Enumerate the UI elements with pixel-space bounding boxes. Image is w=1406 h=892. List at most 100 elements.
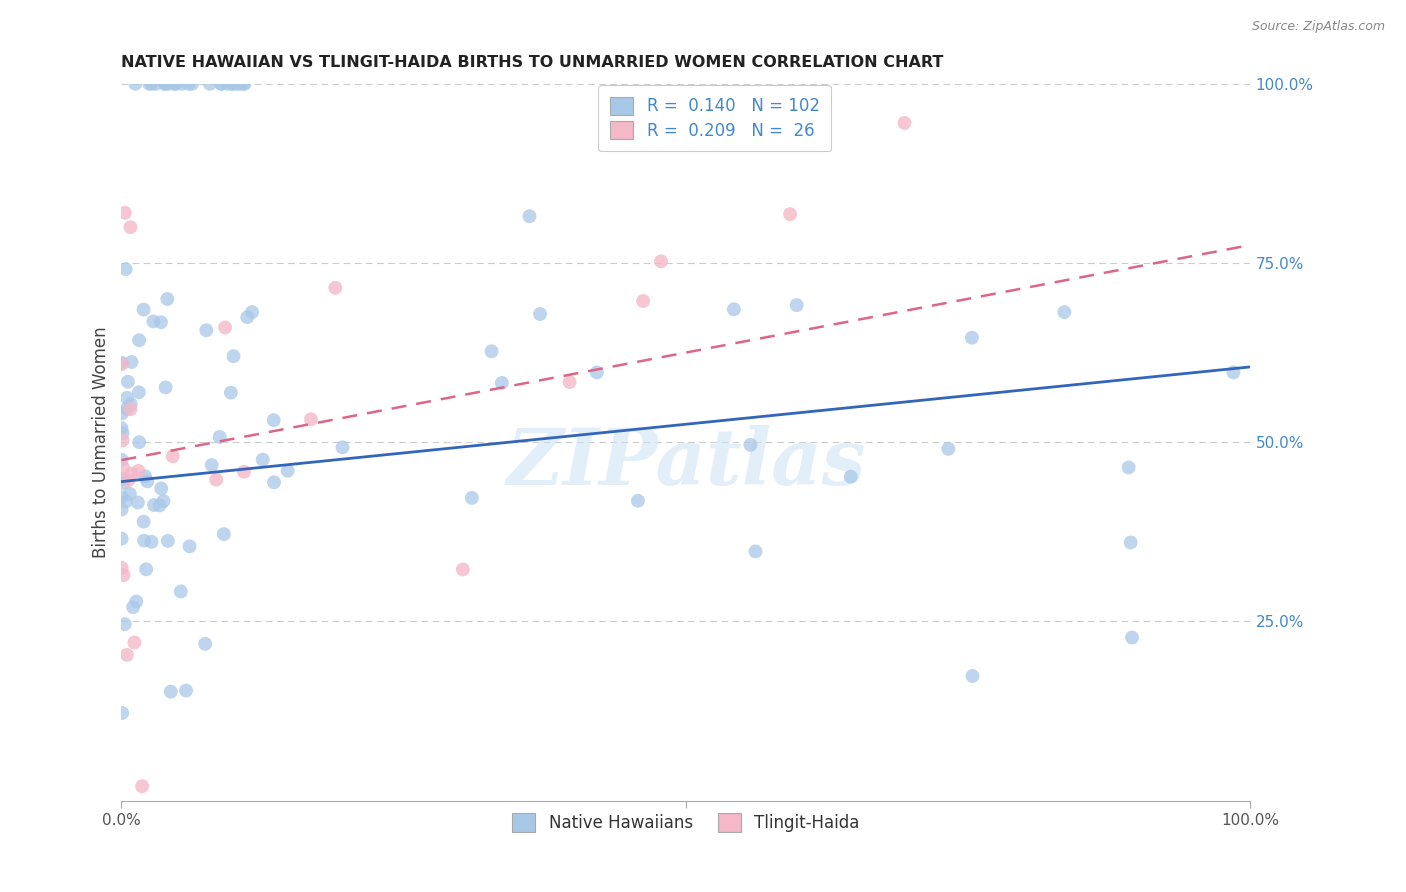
- Point: [111, 453, 134, 467]
- Point: [114, 617, 136, 632]
- Point: [252, 452, 274, 467]
- Point: [132, 533, 155, 548]
- Point: [236, 310, 259, 325]
- Point: [198, 77, 221, 91]
- Point: [263, 475, 285, 490]
- Point: [233, 465, 256, 479]
- Point: [332, 440, 354, 454]
- Point: [117, 375, 139, 389]
- Point: [277, 464, 299, 478]
- Point: [153, 77, 176, 91]
- Point: [212, 527, 235, 541]
- Y-axis label: Births to Unmarried Women: Births to Unmarried Women: [93, 326, 110, 558]
- Point: [936, 442, 959, 456]
- Point: [163, 77, 186, 91]
- Point: [127, 464, 149, 478]
- Point: [138, 77, 160, 91]
- Point: [631, 293, 654, 308]
- Point: [110, 532, 132, 546]
- Point: [1222, 365, 1244, 379]
- Point: [962, 669, 984, 683]
- Point: [299, 412, 322, 426]
- Point: [217, 77, 239, 91]
- Point: [155, 380, 177, 394]
- Point: [1121, 631, 1143, 645]
- Point: [209, 77, 232, 91]
- Point: [153, 77, 176, 91]
- Point: [118, 487, 141, 501]
- Point: [156, 292, 179, 306]
- Point: [960, 331, 983, 345]
- Point: [134, 469, 156, 483]
- Point: [221, 77, 243, 91]
- Point: [114, 262, 136, 277]
- Point: [149, 315, 172, 329]
- Point: [111, 426, 134, 441]
- Point: [240, 305, 263, 319]
- Point: [233, 77, 256, 91]
- Point: [779, 207, 801, 221]
- Point: [110, 502, 132, 516]
- Point: [529, 307, 551, 321]
- Point: [128, 385, 150, 400]
- Point: [214, 320, 236, 334]
- Point: [143, 498, 166, 512]
- Point: [219, 385, 242, 400]
- Point: [115, 391, 138, 405]
- Point: [181, 77, 204, 91]
- Point: [786, 298, 808, 312]
- Point: [120, 397, 142, 411]
- Point: [128, 435, 150, 450]
- Point: [115, 401, 138, 416]
- Point: [145, 77, 167, 91]
- Text: NATIVE HAWAIIAN VS TLINGIT-HAIDA BIRTHS TO UNMARRIED WOMEN CORRELATION CHART: NATIVE HAWAIIAN VS TLINGIT-HAIDA BIRTHS …: [121, 55, 943, 70]
- Point: [124, 635, 146, 649]
- Point: [128, 333, 150, 347]
- Point: [132, 302, 155, 317]
- Point: [149, 499, 172, 513]
- Point: [740, 438, 762, 452]
- Point: [170, 77, 193, 91]
- Point: [112, 568, 135, 582]
- Point: [451, 562, 474, 576]
- Point: [205, 473, 228, 487]
- Point: [132, 515, 155, 529]
- Point: [141, 77, 163, 91]
- Point: [122, 600, 145, 615]
- Point: [150, 482, 173, 496]
- Point: [208, 430, 231, 444]
- Point: [159, 684, 181, 698]
- Point: [744, 544, 766, 558]
- Point: [179, 540, 201, 554]
- Point: [152, 494, 174, 508]
- Point: [111, 706, 134, 720]
- Point: [131, 779, 153, 793]
- Point: [323, 281, 346, 295]
- Point: [111, 561, 134, 575]
- Point: [120, 220, 142, 235]
- Point: [112, 475, 135, 490]
- Point: [110, 490, 132, 504]
- Point: [121, 467, 143, 481]
- Point: [170, 584, 193, 599]
- Point: [211, 77, 233, 91]
- Point: [228, 77, 250, 91]
- Point: [481, 344, 503, 359]
- Point: [120, 402, 142, 417]
- Point: [263, 413, 285, 427]
- Text: ZIPatlas: ZIPatlas: [506, 425, 866, 502]
- Legend: Native Hawaiians, Tlingit-Haida: Native Hawaiians, Tlingit-Haida: [505, 806, 866, 838]
- Point: [112, 461, 135, 475]
- Point: [110, 356, 132, 370]
- Point: [1118, 460, 1140, 475]
- Point: [125, 594, 148, 608]
- Point: [162, 450, 184, 464]
- Point: [121, 355, 143, 369]
- Point: [114, 206, 136, 220]
- Text: Source: ZipAtlas.com: Source: ZipAtlas.com: [1251, 20, 1385, 33]
- Point: [839, 469, 862, 483]
- Point: [135, 562, 157, 576]
- Point: [127, 495, 149, 509]
- Point: [232, 77, 254, 91]
- Point: [650, 254, 672, 268]
